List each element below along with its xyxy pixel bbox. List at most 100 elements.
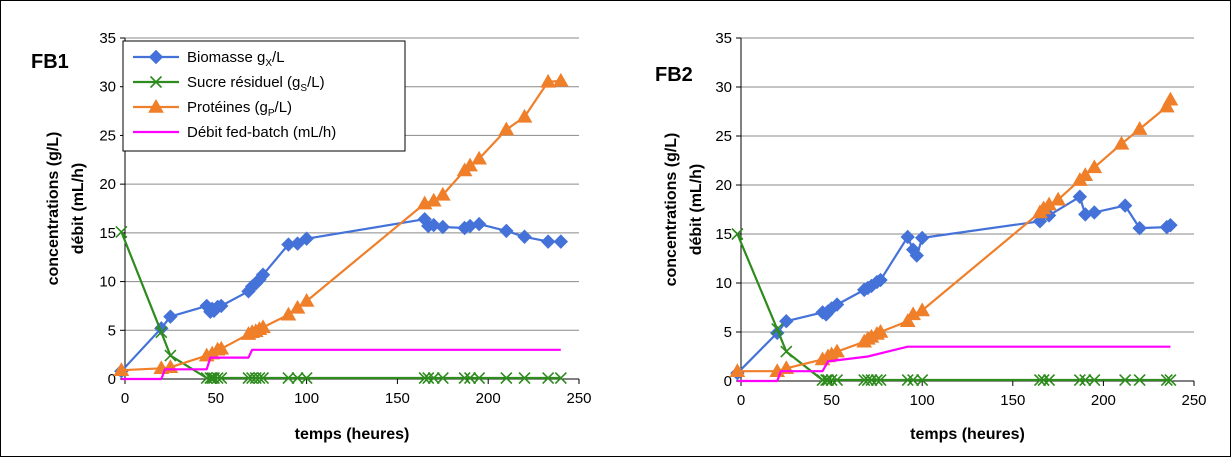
legend-entry: Débit fed-batch (mL/h) xyxy=(187,124,336,141)
data-point xyxy=(255,267,271,282)
data-point xyxy=(462,157,478,172)
data-point xyxy=(914,302,931,317)
data-point xyxy=(829,297,845,312)
data-point xyxy=(916,373,929,387)
data-point xyxy=(499,223,514,239)
x-tick-label: 150 xyxy=(1000,392,1025,409)
data-point xyxy=(865,373,878,387)
data-point xyxy=(872,323,889,338)
series-4 xyxy=(121,348,561,381)
legend: Biomasse gX/L Sucre résiduel (gS/L) Protéi… xyxy=(122,40,406,152)
data-point xyxy=(211,371,224,385)
data-point xyxy=(901,373,914,387)
series-line xyxy=(737,99,1172,373)
data-point xyxy=(1163,217,1178,233)
legend-entry: Protéines (gP/L) xyxy=(187,99,292,119)
x-tick-label: 50 xyxy=(207,390,224,407)
y-tick-label: 0 xyxy=(724,373,732,390)
data-point xyxy=(213,340,230,355)
data-point xyxy=(861,373,874,387)
data-point xyxy=(909,248,924,263)
series-line xyxy=(736,233,1171,382)
data-point xyxy=(1133,373,1146,387)
data-point xyxy=(500,371,513,385)
data-point xyxy=(434,186,451,201)
series-line xyxy=(121,348,561,381)
x-tick-label: 250 xyxy=(566,390,591,407)
data-point xyxy=(1037,373,1050,387)
data-point xyxy=(164,349,177,362)
y-tick-label: 10 xyxy=(715,275,732,292)
data-point xyxy=(115,225,128,238)
data-point xyxy=(874,373,887,387)
data-point xyxy=(779,314,794,329)
y-tick-label: 30 xyxy=(99,79,116,96)
data-point xyxy=(552,72,569,87)
y-tick-label: 15 xyxy=(715,226,732,243)
data-point xyxy=(253,371,266,385)
y-axis-title: concentrations (g/L) xyxy=(663,133,680,287)
data-point xyxy=(540,234,556,249)
series-1 xyxy=(114,212,569,379)
data-point xyxy=(829,343,845,358)
data-point xyxy=(870,373,883,387)
data-point xyxy=(498,121,515,136)
x-tick-label: 200 xyxy=(1091,392,1116,409)
y-tick-label: 20 xyxy=(715,177,732,194)
y-tick-label: 15 xyxy=(99,225,116,242)
chart-title: FB1 xyxy=(31,51,69,73)
data-point xyxy=(290,236,305,251)
series-1 xyxy=(730,189,1178,381)
data-point xyxy=(1131,121,1148,135)
data-point xyxy=(435,219,451,235)
data-point xyxy=(1050,191,1066,206)
data-point xyxy=(1088,373,1101,387)
data-point xyxy=(299,231,314,246)
data-point xyxy=(206,371,219,385)
data-point xyxy=(731,227,744,241)
data-point xyxy=(820,373,833,387)
data-point xyxy=(816,373,829,387)
data-point xyxy=(830,373,844,387)
data-point xyxy=(436,371,449,385)
data-point xyxy=(873,272,888,288)
data-point xyxy=(1119,373,1132,387)
series-line xyxy=(737,345,1171,383)
data-point xyxy=(771,322,784,336)
data-point xyxy=(300,371,313,385)
data-point xyxy=(1113,135,1130,150)
legend-entry: Sucre résiduel (gS/L) xyxy=(187,74,325,94)
data-point xyxy=(517,229,532,244)
data-point xyxy=(1132,220,1147,236)
data-point xyxy=(554,371,567,385)
x-tick-label: 0 xyxy=(737,392,745,409)
data-point xyxy=(1042,373,1056,387)
data-point xyxy=(1086,159,1103,174)
legend-swatch-marker xyxy=(148,98,164,113)
data-point xyxy=(422,371,435,385)
data-point xyxy=(780,345,793,358)
data-point xyxy=(113,362,130,376)
x-tick-label: 100 xyxy=(910,392,935,409)
data-point xyxy=(471,150,487,165)
data-point xyxy=(1033,373,1047,387)
data-point xyxy=(821,373,835,387)
y-tick-label: 35 xyxy=(99,30,116,47)
y-tick-label: 5 xyxy=(108,322,116,339)
series-2 xyxy=(115,225,567,385)
series-line xyxy=(120,231,561,380)
data-point xyxy=(1164,373,1177,387)
y-tick-label: 10 xyxy=(99,274,116,291)
data-point xyxy=(900,229,915,245)
legend-swatch-marker xyxy=(149,75,163,89)
data-point xyxy=(1162,91,1179,106)
data-point xyxy=(1077,167,1094,181)
data-point xyxy=(729,363,746,377)
y-axis-title: débit (mL/h) xyxy=(688,164,705,256)
x-tick-label: 250 xyxy=(1181,392,1206,409)
data-point xyxy=(914,230,930,246)
data-point xyxy=(1079,373,1092,387)
data-point xyxy=(1073,373,1086,387)
